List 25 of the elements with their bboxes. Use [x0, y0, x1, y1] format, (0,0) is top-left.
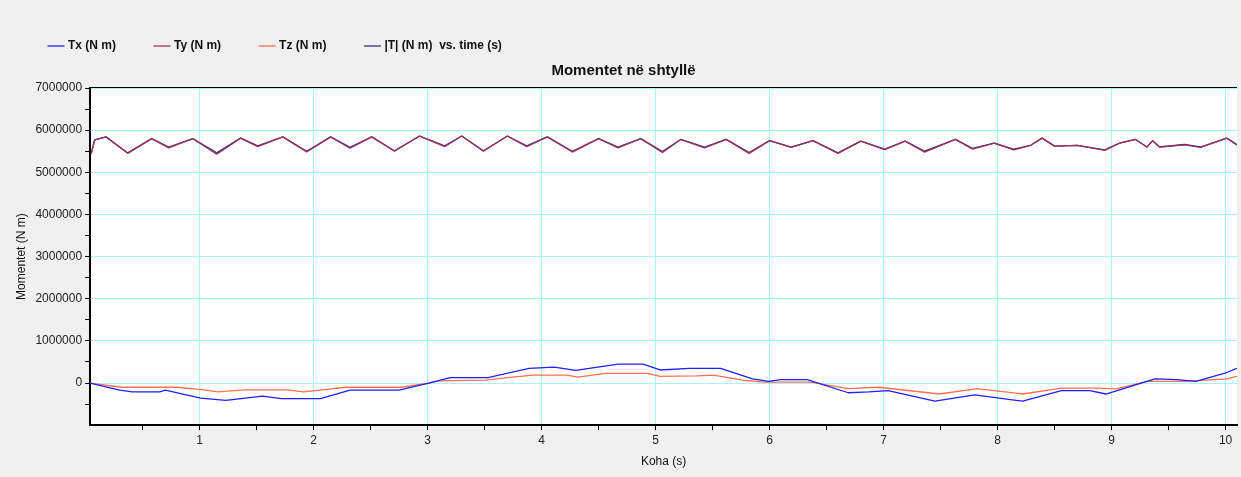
legend-label: Tx (N m) [68, 38, 116, 53]
y-tick-label: 2000000 [35, 291, 83, 306]
x-tick-label: 3 [424, 432, 432, 447]
x-axis-title: Koha (s) [640, 454, 687, 469]
y-tick-label: 3000000 [35, 248, 83, 263]
x-tick-label: 9 [1108, 432, 1116, 447]
y-tick-label: 4000000 [35, 206, 83, 221]
y-tick-label: 1000000 [35, 333, 83, 348]
x-tick-label: 6 [766, 432, 774, 447]
y-tick-label: 0 [75, 375, 83, 390]
chart-title: Momentet në shtyllë [551, 61, 696, 79]
y-tick-label: 5000000 [35, 164, 83, 179]
y-tick-label: 7000000 [35, 80, 83, 95]
x-tick-label: 2 [310, 432, 318, 447]
x-tick-label: 7 [880, 432, 888, 447]
legend-label: Tz (N m) [279, 38, 327, 53]
y-tick-label: 6000000 [35, 122, 83, 137]
x-tick-label: 5 [652, 432, 660, 447]
x-tick-label: 1 [196, 432, 204, 447]
legend-label: Ty (N m) [174, 38, 222, 53]
y-axis-title: Momentet (N m) [13, 213, 28, 300]
x-tick-label: 4 [538, 432, 546, 447]
x-tick-label: 10 [1218, 432, 1233, 447]
x-tick-label: 8 [994, 432, 1002, 447]
legend-label: |T| (N m) vs. time (s) [384, 38, 502, 53]
